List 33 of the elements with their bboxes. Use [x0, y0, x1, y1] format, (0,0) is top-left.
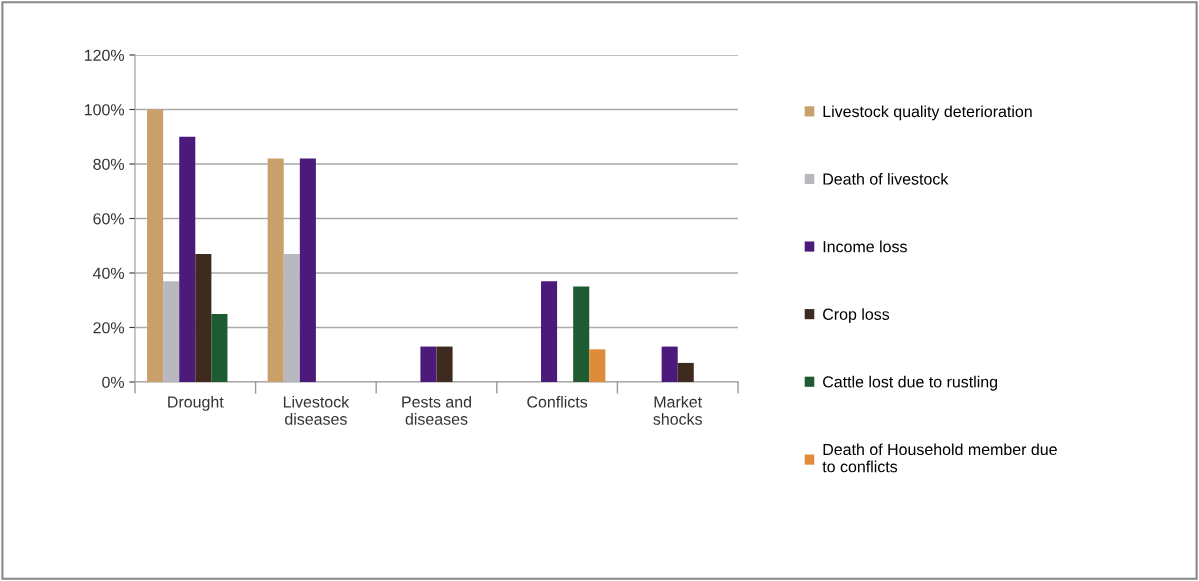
bar — [589, 349, 606, 382]
bar — [267, 158, 284, 382]
y-tick-label: 80% — [93, 158, 125, 170]
y-tick-label: 100% — [84, 104, 125, 116]
bar — [211, 313, 228, 382]
bar — [573, 286, 590, 382]
legend-label: Crop loss — [823, 308, 890, 324]
bar — [541, 281, 558, 382]
x-tick-label: Pests and diseases — [402, 395, 471, 425]
bar — [163, 281, 180, 382]
y-tick-label: 60% — [93, 213, 125, 225]
bar — [436, 346, 453, 382]
y-tick-label: 0% — [102, 376, 125, 388]
bar — [661, 346, 678, 382]
bar — [283, 253, 300, 382]
bar — [195, 253, 212, 382]
x-tick-label: Market shocks — [653, 395, 702, 425]
bar — [299, 158, 316, 382]
x-tick-label: Conflicts — [527, 395, 588, 408]
legend-label: Income loss — [823, 240, 907, 253]
bar — [677, 362, 694, 382]
bar — [179, 136, 196, 382]
legend-label: Livestock quality deterioration — [823, 105, 1032, 121]
bar — [420, 346, 437, 382]
y-tick-label: 120% — [84, 49, 125, 61]
y-tick-label: 40% — [92, 267, 125, 279]
y-tick-label: 20% — [93, 322, 125, 334]
bar — [147, 109, 164, 382]
legend-label: Death of livestock — [823, 173, 949, 185]
legend-label: Cattle lost due to rustling — [823, 375, 998, 391]
x-tick-label: Livestock diseases — [283, 395, 350, 425]
legend-label: Death of Household member due to conflicts — [822, 443, 1057, 473]
x-tick-label: Drought — [168, 395, 224, 411]
